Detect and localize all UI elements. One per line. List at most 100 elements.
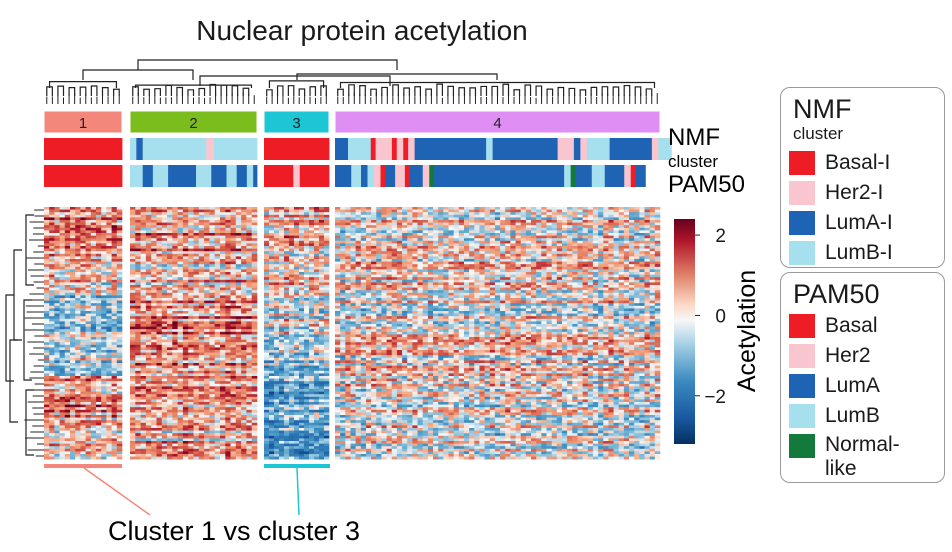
heat-cell (193, 451, 200, 455)
heat-cell (246, 285, 252, 288)
heat-cell (246, 420, 252, 424)
heat-cell (299, 243, 305, 247)
heat-cell (111, 222, 118, 226)
heat-cell (299, 295, 305, 299)
heat-cell (182, 344, 189, 348)
heat-cell (161, 409, 168, 413)
heat-cell (167, 347, 173, 351)
heat-cell (214, 316, 221, 320)
heat-cell (209, 217, 215, 221)
heat-cell (246, 394, 252, 398)
heat-cell (204, 261, 210, 265)
heat-cell (241, 370, 247, 374)
heat-cell (241, 321, 247, 325)
heat-cell (140, 425, 147, 429)
heat-cell (145, 256, 152, 260)
heat-cell (130, 433, 136, 437)
heat-cell (172, 355, 178, 359)
heat-cell (49, 350, 55, 353)
heat-cell (156, 368, 163, 372)
heat-cell (49, 220, 55, 223)
heat-cell (246, 433, 252, 437)
heat-cell (225, 209, 231, 213)
heat-cell (80, 441, 86, 444)
heat-cell (167, 386, 173, 390)
heat-cell (161, 386, 168, 390)
heat-cell (225, 396, 231, 400)
heat-cell (177, 248, 184, 252)
heat-cell (177, 308, 184, 312)
heat-cell (59, 396, 66, 400)
heat-cell (177, 261, 184, 265)
heat-cell (198, 264, 205, 268)
heat-cell (135, 454, 141, 457)
heat-cell (324, 376, 330, 379)
heat-cell (314, 217, 320, 221)
dendro-branch (612, 86, 620, 96)
heat-cell (294, 355, 300, 359)
heat-cell (225, 386, 231, 390)
heat-cell (140, 305, 147, 309)
heat-cell (304, 300, 310, 304)
heat-cell (75, 272, 81, 275)
heat-cell (172, 446, 178, 450)
heat-cell (177, 298, 184, 301)
heat-cell (269, 287, 275, 291)
heat-cell (135, 425, 141, 429)
heat-cell (59, 409, 66, 413)
heat-cell (70, 274, 76, 278)
heat-cell (172, 396, 178, 400)
heat-cell (204, 355, 210, 359)
heat-cell (209, 365, 215, 369)
heat-cell (64, 266, 71, 270)
heat-cell (251, 298, 258, 301)
heat-cell (70, 277, 76, 281)
heat-cell (230, 246, 237, 249)
heat-cell (279, 339, 285, 343)
heat-cell (264, 269, 270, 273)
heat-cell (198, 386, 205, 390)
heat-cell (130, 225, 136, 229)
heat-cell (85, 331, 92, 335)
heat-cell (145, 246, 152, 249)
heat-cell (198, 350, 205, 353)
heat-cell (209, 363, 215, 366)
heat-cell (299, 240, 305, 244)
heat-cell (49, 277, 55, 281)
heat-cell (225, 326, 231, 330)
heat-cell (251, 381, 258, 385)
heat-cell (299, 337, 305, 340)
heat-cell (161, 248, 168, 252)
heat-cell (299, 389, 305, 392)
heat-cell (177, 412, 184, 416)
pam50-segment (367, 165, 375, 187)
heat-cell (116, 376, 123, 379)
heat-cell (85, 425, 92, 429)
heat-cell (264, 316, 270, 320)
heat-cell (90, 339, 97, 343)
heat-cell (225, 389, 231, 392)
heat-cell (96, 214, 102, 218)
heat-cell (269, 243, 275, 247)
heat-cell (116, 230, 123, 234)
heat-cell (209, 225, 215, 229)
heat-cell (130, 417, 136, 421)
heat-cell (251, 300, 258, 304)
heat-cell (204, 383, 210, 387)
heat-cell (198, 454, 205, 457)
heat-cell (182, 438, 189, 442)
heat-cell (225, 339, 231, 343)
heat-cell (198, 435, 205, 439)
heat-cell (284, 386, 290, 390)
heat-cell (225, 415, 231, 418)
heat-cell (151, 376, 157, 379)
heat-cell (90, 209, 97, 213)
heat-cell (49, 225, 55, 229)
heat-cell (235, 300, 242, 304)
heat-cell (269, 266, 275, 270)
heat-cell (279, 264, 285, 268)
heat-cell (225, 259, 231, 262)
heat-cell (145, 347, 152, 351)
heat-cell (177, 425, 184, 429)
heat-cell (59, 451, 66, 455)
